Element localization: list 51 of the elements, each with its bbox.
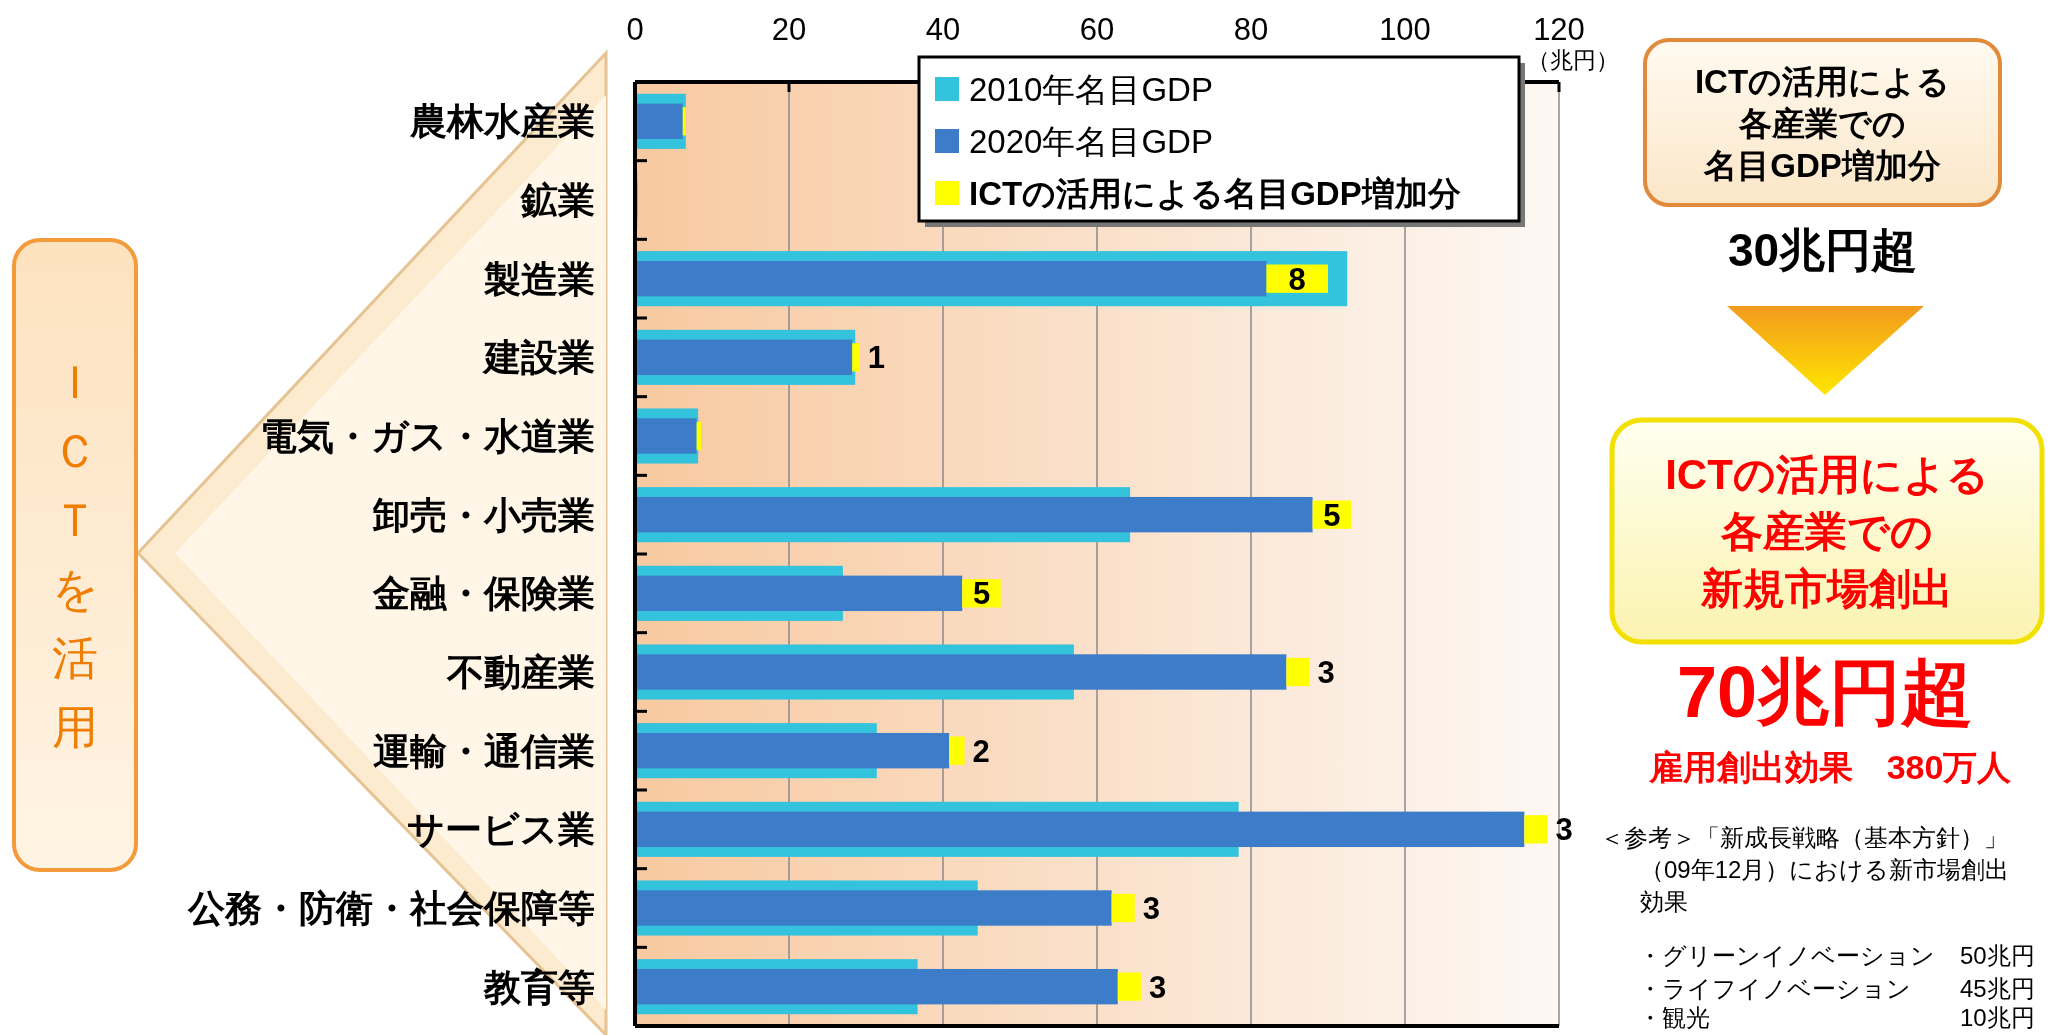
x-tick-label: 20 — [771, 12, 807, 47]
data-label: 3 — [1142, 891, 1160, 926]
text: ・観光 — [1638, 1004, 1710, 1031]
data-label: 1 — [867, 340, 886, 376]
text: ICTの活用による — [1665, 451, 1989, 498]
data-label: 3 — [1148, 969, 1167, 1005]
y-tick-label: 教育等 — [483, 966, 595, 1008]
y-tick-label: 公務・防衛・社会保障等 — [187, 888, 595, 929]
text: 各産業での — [1739, 105, 1906, 142]
text: （09年12月）における新市場創出 — [1640, 856, 2010, 883]
text: 効果 — [1640, 888, 1688, 915]
y-tick-label: 金融・保険業 — [372, 573, 595, 615]
x-tick-label: 120 — [1533, 12, 1585, 47]
y-tick-label: 卸売・小売業 — [372, 494, 595, 536]
text: 名目GDP増加分 — [1704, 147, 1941, 184]
text: 新規市場創出 — [1701, 565, 1953, 612]
x-tick-label: 80 — [1233, 12, 1269, 47]
text: ＜参考＞「新成長戦略（基本方針）」 — [1600, 824, 2008, 851]
text: 50兆円 — [1960, 942, 2035, 969]
x-tick-label: 60 — [1079, 12, 1115, 47]
text: 45兆円 — [1960, 975, 2035, 1002]
text: ・グリーンイノベーション — [1638, 942, 1935, 969]
y-tick-label: 鉱業 — [520, 180, 595, 221]
x-tick-label: 100 — [1379, 12, 1431, 47]
y-tick-label: サービス業 — [407, 809, 595, 851]
text: ＩＣＴを活用 — [50, 355, 100, 755]
text: 雇用創出効果 380万人 — [1648, 748, 2012, 786]
data-label: 5 — [972, 576, 991, 612]
x-tick-label: 0 — [626, 12, 644, 47]
y-tick-label: 電気・ガス・水道業 — [260, 416, 595, 457]
data-label: 3 — [1555, 812, 1573, 848]
y-tick-label: 不動産業 — [446, 652, 595, 693]
data-label: 5 — [1323, 497, 1341, 533]
data-label: 8 — [1288, 261, 1306, 297]
y-tick-label: 運輸・通信業 — [373, 730, 595, 772]
y-tick-label: 製造業 — [483, 258, 595, 300]
legend-label: 2010年名目GDP — [969, 71, 1213, 108]
y-tick-label: 農林水産業 — [409, 101, 595, 143]
text: 各産業での — [1721, 508, 1933, 555]
text: ICTの活用による — [1694, 63, 1951, 100]
legend-label: 2020年名目GDP — [969, 123, 1213, 160]
data-label: 3 — [1317, 655, 1335, 690]
data-label: 2 — [972, 733, 990, 769]
legend-label: ICTの活用による名目GDP増加分 — [969, 175, 1461, 212]
text: ・ライフイノベーション — [1638, 975, 1911, 1002]
text: 10兆円 — [1960, 1004, 2035, 1031]
y-tick-label: 建設業 — [481, 337, 595, 379]
text: 70兆円超 — [1676, 652, 1974, 732]
x-tick-label: 40 — [925, 12, 961, 47]
text: 30兆円超 — [1727, 224, 1918, 276]
x-axis-title: （兆円） — [1527, 47, 1619, 73]
